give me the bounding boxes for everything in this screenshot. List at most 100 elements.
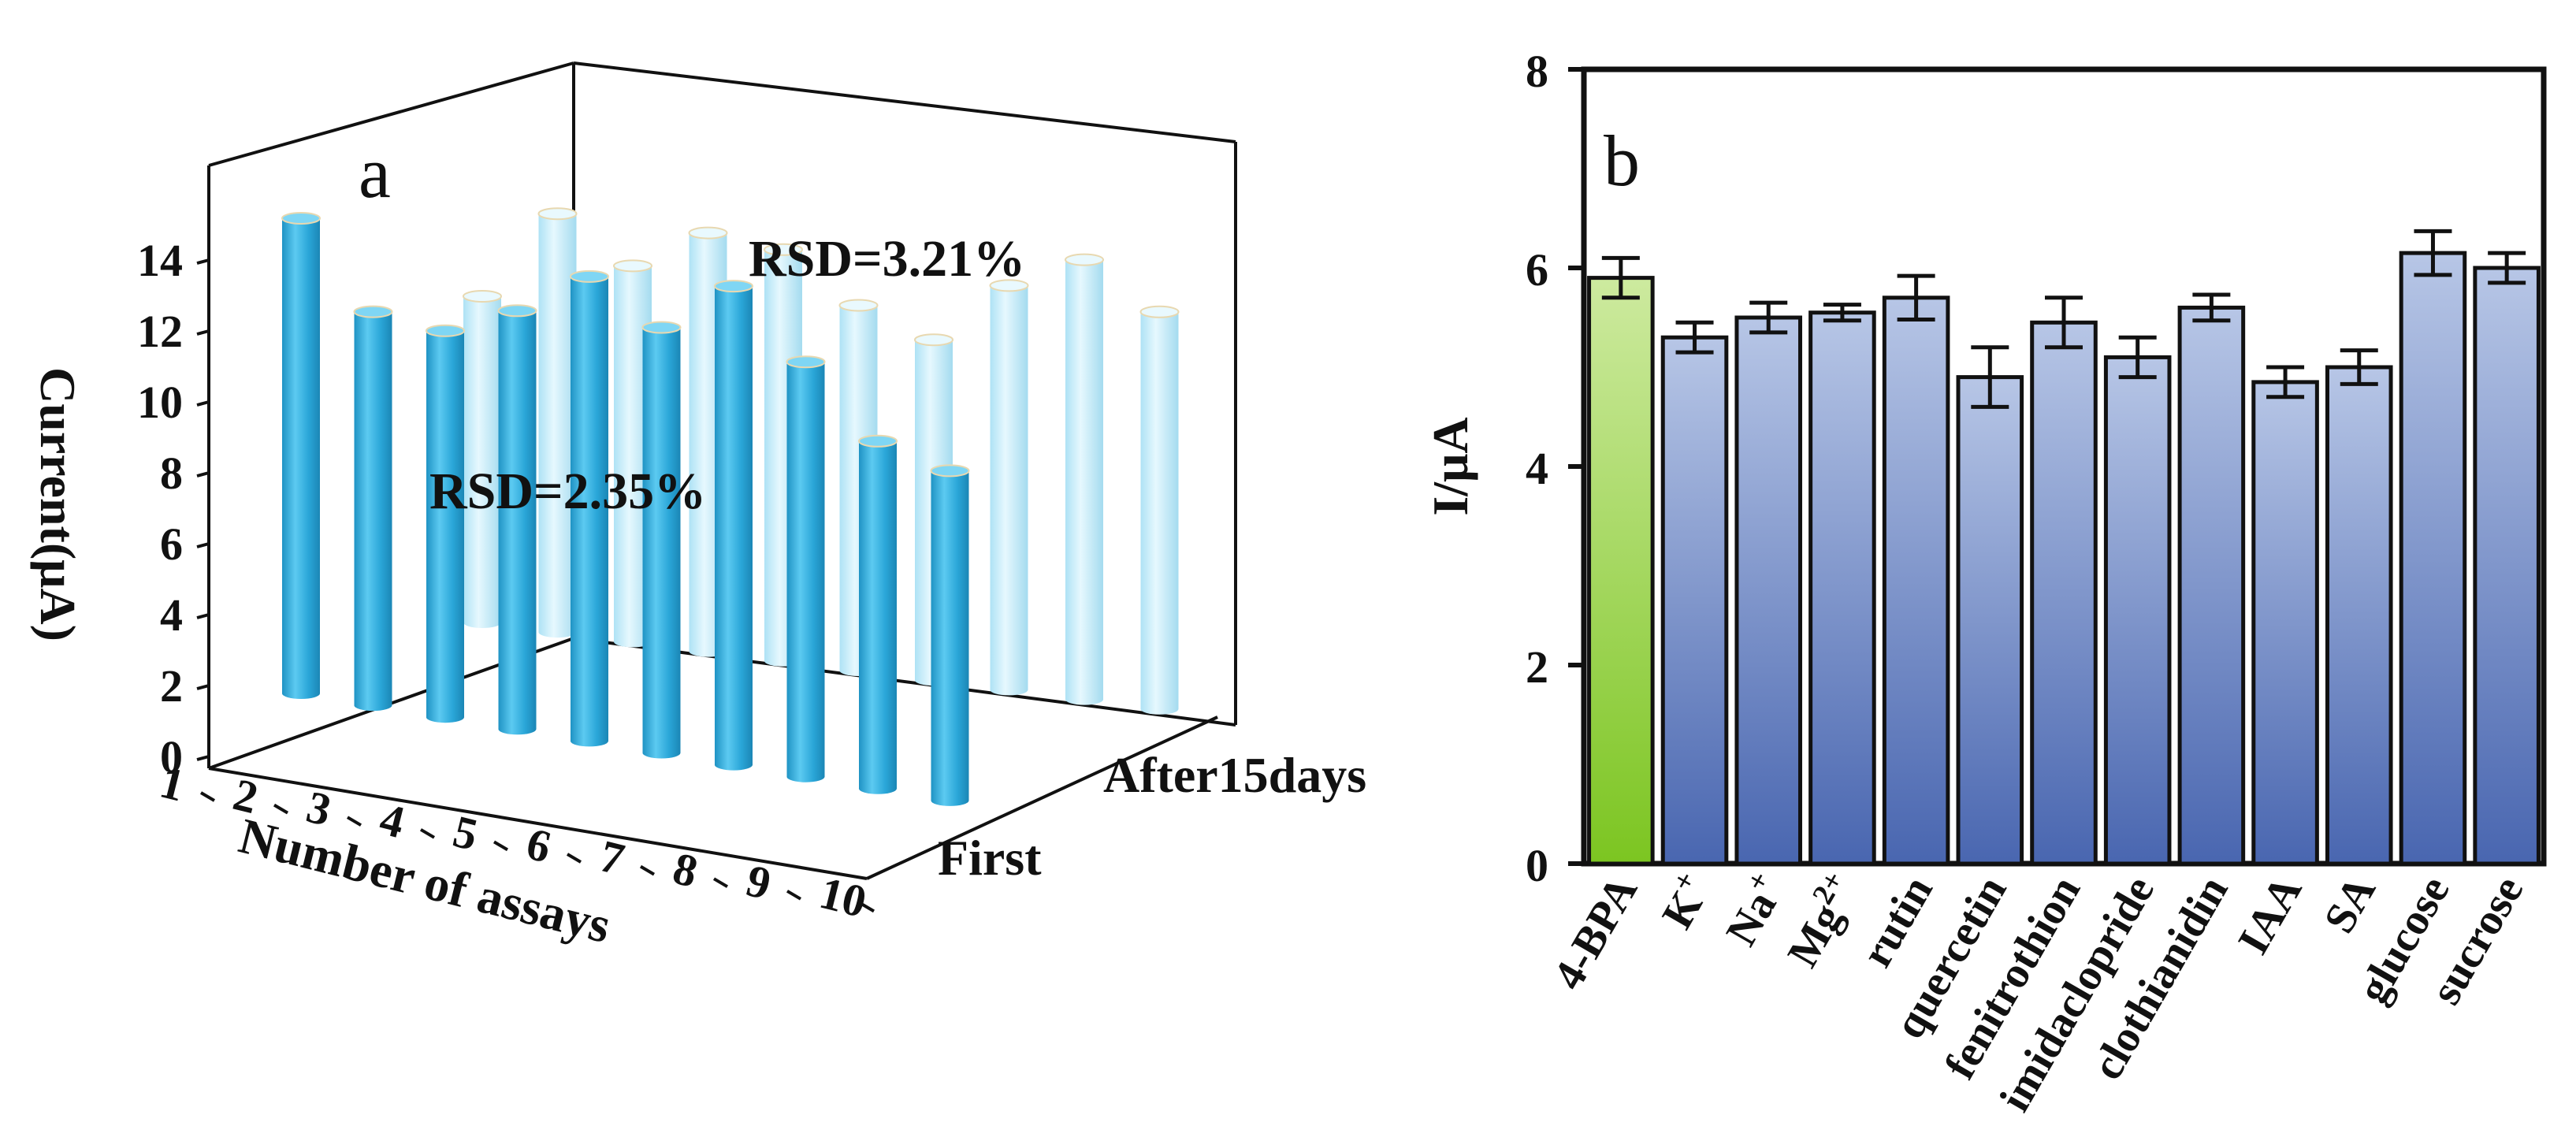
bar-fenitrothion <box>2030 320 2098 866</box>
category-label: 4-BPA <box>1544 868 1647 998</box>
x-tick-mark <box>859 901 875 913</box>
x-tick-mark <box>712 877 729 888</box>
bar-after15days <box>989 279 1029 696</box>
error-bar <box>2340 348 2378 386</box>
z-tick-mark <box>196 471 210 478</box>
bar-iaa <box>2251 380 2319 866</box>
bar-first <box>497 304 537 735</box>
bar-first <box>786 355 826 782</box>
z-tick-mark <box>196 613 210 619</box>
z-label-after15days: After15days <box>1103 747 1366 803</box>
error-bar <box>1601 255 1640 300</box>
x-tick-mark <box>199 791 216 802</box>
x-tick-label: 6 <box>522 818 556 873</box>
bar-glucose <box>2399 251 2467 866</box>
panel-a-x-axis-label: Number of assays <box>234 808 616 954</box>
error-bar <box>2192 292 2231 323</box>
x-tick-mark <box>346 816 362 827</box>
bar-after15days <box>463 290 502 628</box>
category-label: Mg2+ <box>1775 866 1869 976</box>
y-tick-label: 2 <box>1526 641 1548 693</box>
bar-first <box>930 464 970 806</box>
bar-clothianidin <box>2177 305 2246 866</box>
z-tick-label: 12 <box>137 306 183 357</box>
bar-first <box>858 434 898 794</box>
bar-quercetin <box>1956 375 2024 866</box>
error-bar <box>1749 300 1788 335</box>
category-label: Na+ <box>1713 866 1795 954</box>
panel-b-bar-chart: 0 2 4 6 8 4-BPA K+Na+Mg2+ rutinquercetinfenitr… <box>1422 46 2547 1120</box>
bar-after15days <box>537 207 578 638</box>
y-tick-label: 6 <box>1526 244 1548 295</box>
panel-a-z-ticks: 0 2 4 6 8 10 12 14 <box>137 235 210 782</box>
x-tick-mark <box>566 853 582 864</box>
x-tick-mark <box>493 840 509 852</box>
z-tick-mark <box>196 684 210 690</box>
bar-k <box>1660 335 1729 866</box>
rsd-after-annotation: RSD=3.21% <box>749 230 1025 288</box>
category-label: IAA <box>2228 868 2311 962</box>
panel-b-y-ticks: 0 2 4 6 8 <box>1526 46 1584 891</box>
z-tick-label: 6 <box>160 518 183 570</box>
x-tick-mark <box>419 828 436 839</box>
category-label: SA <box>2315 868 2386 941</box>
x-tick-label: 10 <box>815 867 872 927</box>
bar-first <box>353 305 393 712</box>
bar-4-bpa <box>1587 276 1655 866</box>
bar-first <box>641 321 682 759</box>
panel-a-y-axis-label: Current(μA) <box>30 367 86 641</box>
error-bar <box>2414 229 2452 277</box>
panel-b-category-labels: 4-BPA K+Na+Mg2+ rutinquercetinfenitrothion… <box>1544 866 2533 1120</box>
bar-first <box>714 280 753 771</box>
x-tick-label: 9 <box>742 854 776 909</box>
panel-a-bars <box>281 207 1180 806</box>
bar-imidaclopride <box>2103 355 2172 866</box>
x-tick-label: 8 <box>668 842 703 898</box>
z-tick-mark <box>196 329 210 336</box>
panel-a-label: a <box>359 132 391 213</box>
error-bar <box>1675 320 1714 355</box>
z-tick-label: 4 <box>160 589 183 641</box>
x-tick-mark <box>786 890 802 901</box>
bar-sucrose <box>2473 266 2541 866</box>
x-tick-mark <box>639 864 656 876</box>
bar-rutin <box>1882 295 1950 866</box>
bar-first <box>281 212 321 699</box>
x-tick-mark <box>273 803 289 815</box>
y-tick-label: 4 <box>1526 443 1548 494</box>
z-label-first: First <box>938 830 1042 886</box>
z-tick-mark <box>196 400 210 407</box>
z-tick-mark <box>196 258 210 265</box>
y-tick-label: 8 <box>1526 46 1548 97</box>
error-bar <box>2488 251 2526 285</box>
error-bar <box>2266 365 2305 400</box>
z-tick-label: 10 <box>137 377 183 428</box>
bar-after15days <box>1065 253 1104 705</box>
panel-b-label: b <box>1604 121 1640 201</box>
bar-after15days <box>1139 305 1180 715</box>
x-tick-label: 5 <box>448 805 483 860</box>
error-bar <box>1823 303 1861 323</box>
z-tick-label: 14 <box>137 235 183 286</box>
z-tick-label: 8 <box>160 448 183 499</box>
category-label: K+ <box>1649 866 1720 937</box>
y-tick-label: 0 <box>1526 840 1548 891</box>
bar-na <box>1734 315 1803 866</box>
error-bar <box>1897 273 1935 322</box>
z-tick-mark <box>196 542 210 548</box>
panel-b-y-axis-label: I/μA <box>1422 417 1478 515</box>
error-bar <box>1971 345 2009 409</box>
z-tick-label: 2 <box>160 660 183 712</box>
bar-first <box>570 269 609 747</box>
error-bar <box>2118 335 2157 380</box>
bar-sa <box>2325 365 2393 866</box>
bar-mg <box>1808 310 1876 866</box>
x-tick-label: 7 <box>595 830 630 885</box>
bar-first <box>426 324 465 723</box>
z-tick-mark <box>196 755 210 761</box>
z-tick-label: 0 <box>160 731 183 782</box>
rsd-first-annotation: RSD=2.35% <box>429 463 706 520</box>
panel-b-bars <box>1587 229 2541 866</box>
